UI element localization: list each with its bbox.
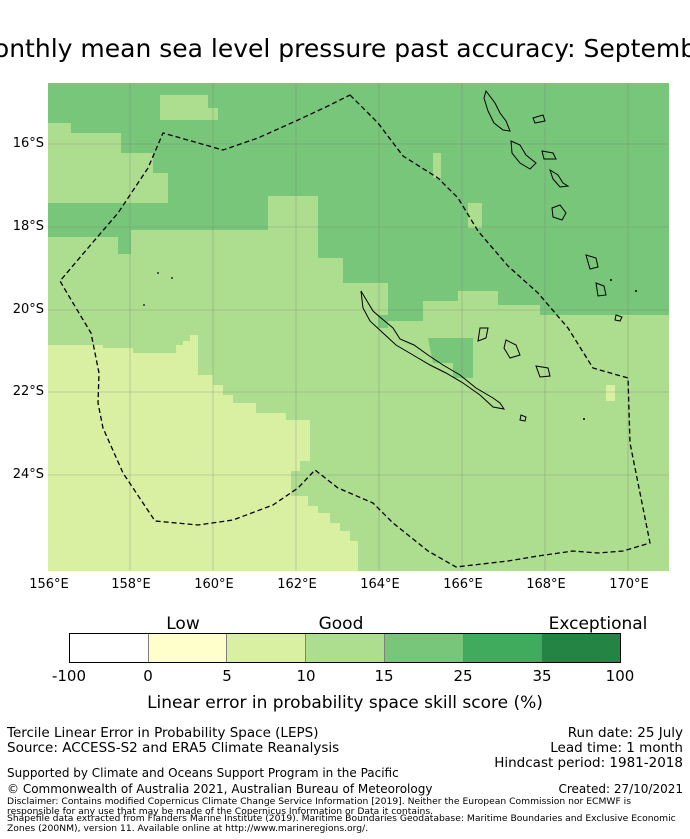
lat-label: 24°S xyxy=(12,467,44,482)
lon-label: 162°E xyxy=(277,577,317,592)
colorbar-swatch xyxy=(148,634,228,662)
skill-patch xyxy=(433,153,441,178)
colorbar-swatch xyxy=(463,634,543,662)
skill-patch xyxy=(48,133,121,153)
skill-patch xyxy=(378,315,388,328)
island-coast xyxy=(541,150,557,160)
shapefile-line: Zones (200NM), version 11. Available onl… xyxy=(7,823,369,834)
colorbar-tick: 35 xyxy=(532,667,552,685)
skill-patch xyxy=(468,203,482,228)
colorbar-swatch xyxy=(70,634,149,662)
skill-patch xyxy=(153,173,168,203)
skill-region-5-10 xyxy=(48,335,358,571)
lat-label: 20°S xyxy=(12,302,44,317)
new-caledonia-coast xyxy=(360,290,506,410)
colorbar-tick: 10 xyxy=(296,667,316,685)
skill-region-east xyxy=(583,315,669,571)
skill-patch xyxy=(606,385,615,401)
lon-label: 166°E xyxy=(443,577,483,592)
disclaimer-line: Disclaimer: Contains modified Copernicus… xyxy=(7,796,632,807)
island-coast xyxy=(585,254,599,270)
shapefile-line: Shapefile data extracted from Flanders M… xyxy=(7,813,676,824)
eez-boundary xyxy=(59,94,651,568)
map-title: onthly mean sea level pressure past accu… xyxy=(0,34,690,63)
support-note: Supported by Climate and Oceans Support … xyxy=(7,766,399,780)
created-date: Created: 27/10/2021 xyxy=(558,782,683,796)
island-coast xyxy=(551,204,567,221)
lat-label: 16°S xyxy=(12,136,44,151)
skill-patch xyxy=(160,95,218,120)
colorbar-label: Linear error in probability space skill … xyxy=(147,693,543,713)
lead-time: Lead time: 1 month xyxy=(550,740,683,756)
skill-patch xyxy=(48,123,71,133)
disclaimer-line: responsible for any use that may be made… xyxy=(7,806,434,817)
skill-map xyxy=(48,83,669,571)
lon-label: 168°E xyxy=(526,577,566,592)
lon-label: 156°E xyxy=(29,577,69,592)
island-dot xyxy=(143,304,145,306)
info-source: Source: ACCESS-S2 and ERA5 Climate Reana… xyxy=(7,740,340,756)
lat-label: 18°S xyxy=(12,219,44,234)
colorbar-swatch xyxy=(306,634,385,662)
skill-patch xyxy=(48,153,153,203)
colorbar-tick: -100 xyxy=(51,667,87,685)
island-dot xyxy=(171,277,173,279)
island-coast xyxy=(595,282,607,297)
vanuatu-coast xyxy=(483,89,511,132)
skill-patch xyxy=(48,237,118,254)
colorbar-swatch xyxy=(384,634,464,662)
island-coast xyxy=(532,114,546,124)
copyright: © Commonwealth of Australia 2021, Austra… xyxy=(7,782,433,796)
hindcast-period: Hindcast period: 1981-2018 xyxy=(494,755,683,771)
skill-map-canvas xyxy=(48,83,669,571)
colorbar-category-low: Low xyxy=(166,614,200,634)
colorbar-tick: 5 xyxy=(222,667,232,685)
island-coast xyxy=(510,140,537,170)
colorbar-tick: 100 xyxy=(605,667,635,685)
colorbar-category-exceptional: Exceptional xyxy=(548,614,648,634)
lon-label: 158°E xyxy=(111,577,151,592)
run-date: Run date: 25 July xyxy=(567,725,683,741)
colorbar-tick: 25 xyxy=(453,667,473,685)
graticule xyxy=(48,83,669,571)
island-coast xyxy=(549,168,570,188)
colorbar-tick: 15 xyxy=(374,667,394,685)
island-coast xyxy=(503,339,521,359)
colorbar-swatch xyxy=(227,634,307,662)
info-method: Tercile Linear Error in Probability Spac… xyxy=(7,725,319,741)
island-coast xyxy=(614,314,623,322)
island-coast xyxy=(477,327,489,342)
island-coast xyxy=(519,414,527,422)
island-dot xyxy=(610,279,612,281)
colorbar-swatch xyxy=(542,634,621,662)
colorbar-category-good: Good xyxy=(318,614,364,634)
colorbar xyxy=(69,633,621,663)
island-coast xyxy=(535,365,551,378)
island-dot xyxy=(583,418,585,420)
island-dot xyxy=(635,290,637,292)
island-dot xyxy=(157,272,159,274)
lat-label: 22°S xyxy=(12,384,44,399)
lon-label: 164°E xyxy=(360,577,400,592)
lon-label: 170°E xyxy=(609,577,649,592)
colorbar-tick: 0 xyxy=(143,667,153,685)
lon-label: 160°E xyxy=(194,577,234,592)
